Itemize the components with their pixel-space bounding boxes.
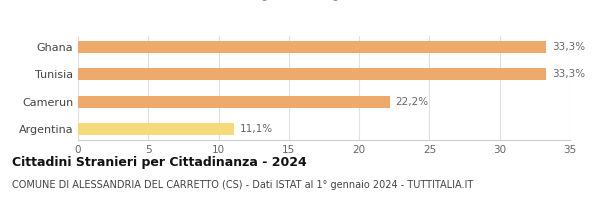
Bar [78,41,546,53]
Text: COMUNE DI ALESSANDRIA DEL CARRETTO (CS) - Dati ISTAT al 1° gennaio 2024 - TUTTIT: COMUNE DI ALESSANDRIA DEL CARRETTO (CS) … [12,180,473,190]
Text: 22,2%: 22,2% [395,97,429,107]
Text: 33,3%: 33,3% [552,42,585,52]
Text: 33,3%: 33,3% [552,69,585,79]
Bar [78,68,546,80]
Text: 11,1%: 11,1% [239,124,273,134]
Text: Cittadini Stranieri per Cittadinanza - 2024: Cittadini Stranieri per Cittadinanza - 2… [12,156,307,169]
Bar [78,123,234,135]
Legend: Africa, America: Africa, America [248,0,400,3]
Bar [78,96,390,108]
